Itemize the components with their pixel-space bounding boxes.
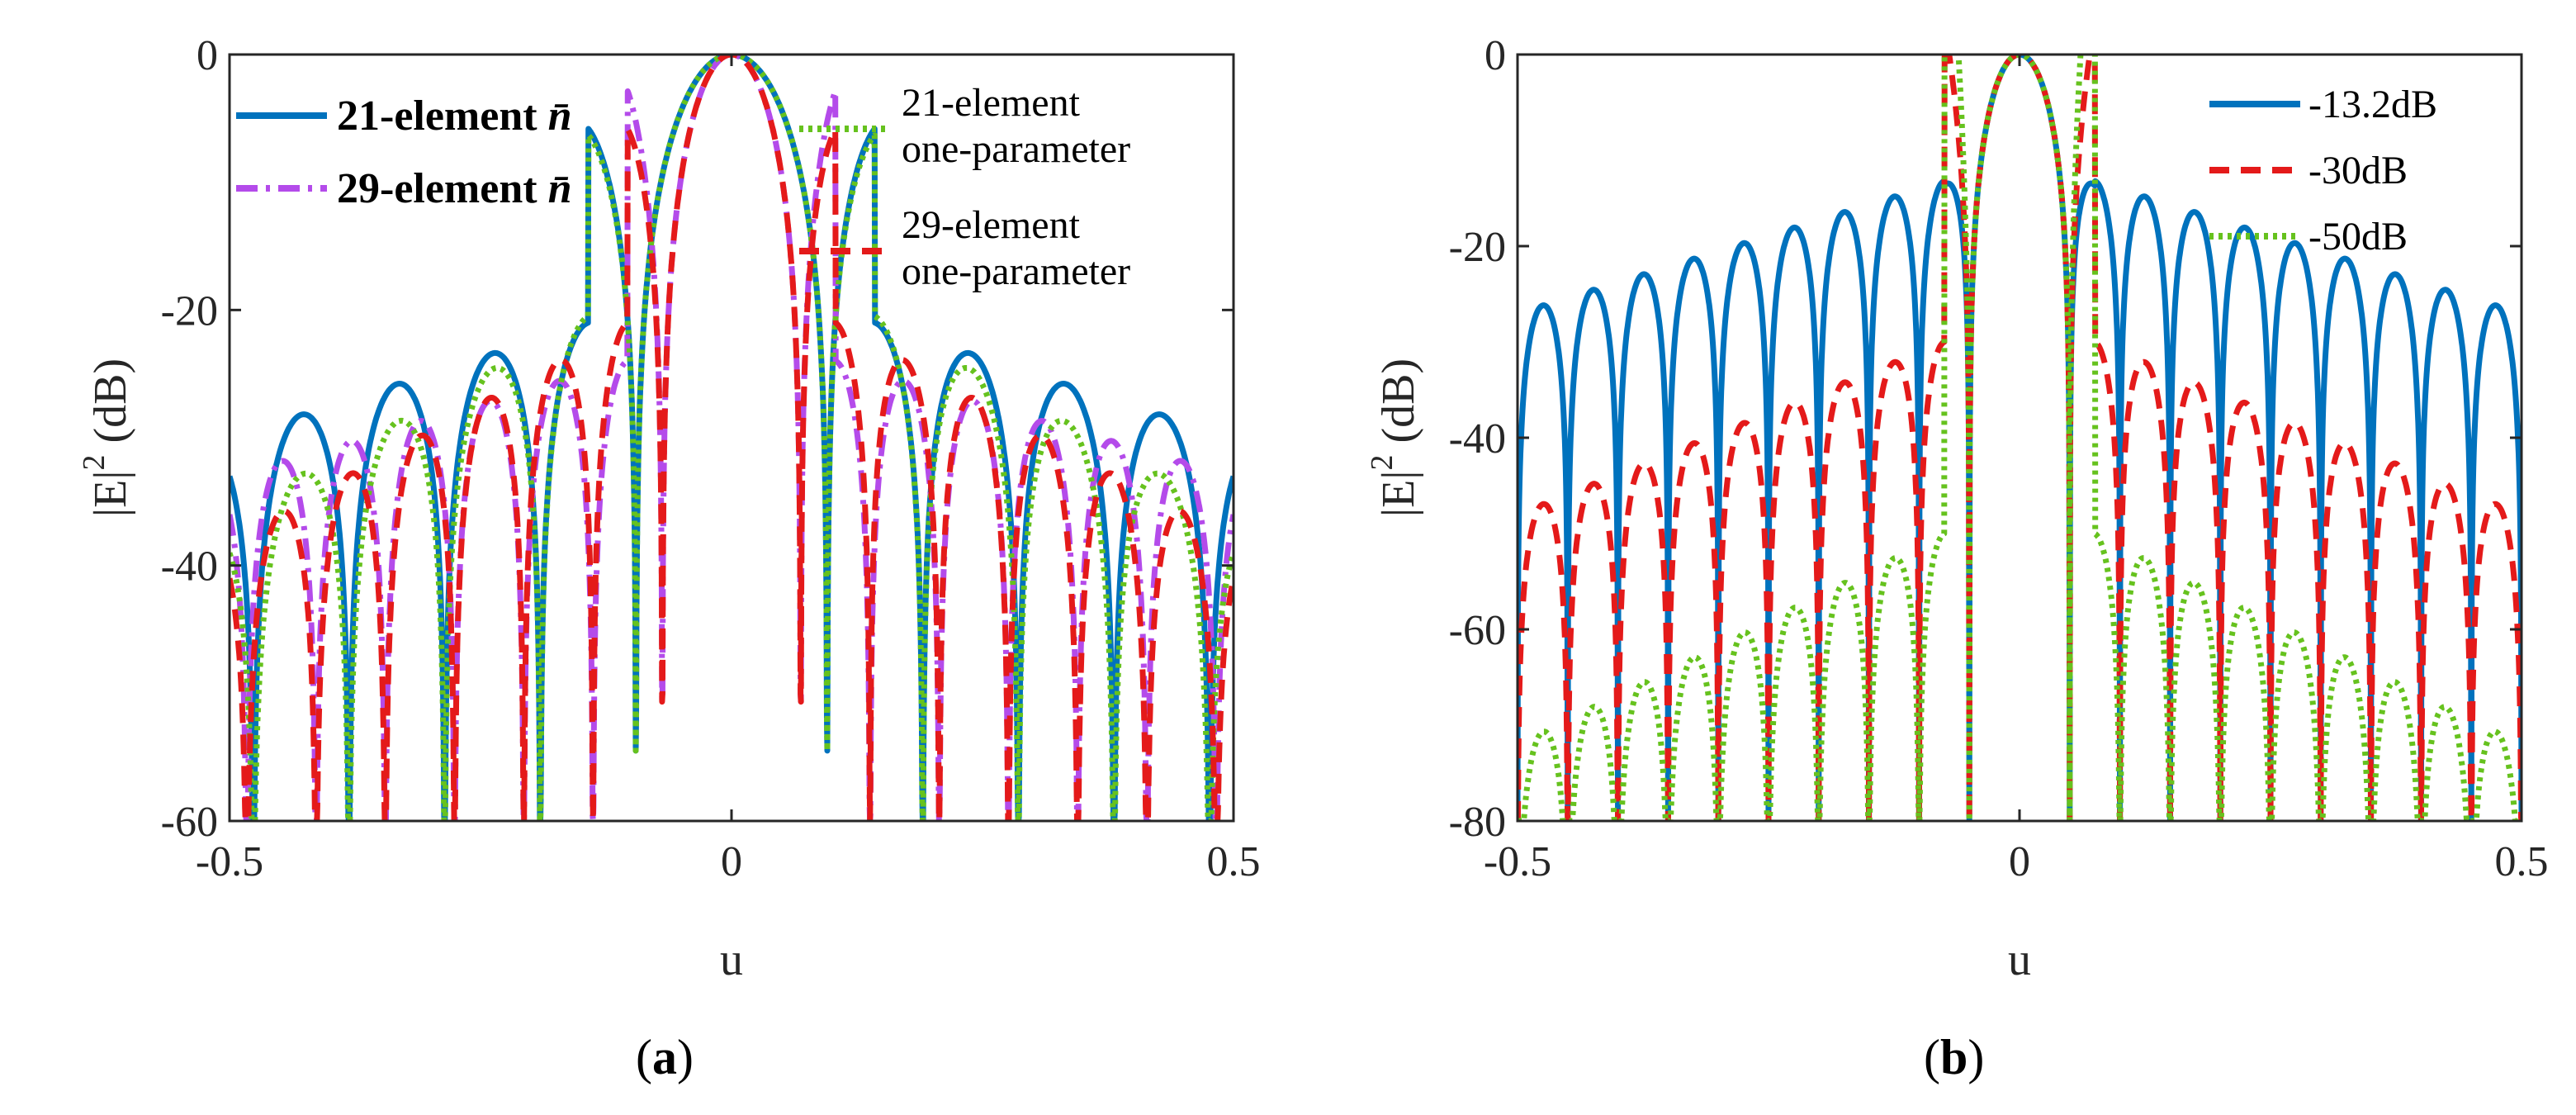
panel-b-y-axis-label: |E|2 (dB) (1365, 358, 1424, 517)
panel-b-y-tick-label: -20 (1449, 224, 1506, 271)
panel-a-x-tick-label: -0.5 (196, 838, 263, 885)
panel-b-y-tick-label: -80 (1449, 799, 1506, 846)
panel-b-y-tick-label: -60 (1449, 607, 1506, 654)
panel-b-y-tick-label: -40 (1449, 415, 1506, 463)
panel-a-caption: (a) (636, 1030, 694, 1084)
panel-a-chart: -0.5 0 0.5 0 -20 -40 -60 u |E|2 (dB) 21-elemen… (77, 32, 1261, 1084)
panel-a-legend: 21-element n̄ 29-element n̄ 21-element o… (236, 81, 1130, 293)
panel-a-series-2-line (230, 55, 1234, 821)
panel-a-y-axis-label: |E|2 (dB) (77, 358, 136, 517)
panel-b-x-tick-label: 0 (2009, 838, 2030, 885)
panel-a-curves (230, 55, 1234, 821)
panel-a-legend-label-2-line1: 21-element (902, 81, 1081, 125)
panel-b-curves (1518, 55, 2522, 821)
panel-b-series-2-line (1518, 55, 2522, 821)
panel-b-x-axis-label: u (2008, 934, 2031, 985)
panel-b-legend: -13.2dB -30dB -50dB (2209, 83, 2437, 259)
panel-b-series-0-line (1518, 55, 2522, 821)
panel-b-x-tick-label: 0.5 (2495, 838, 2549, 885)
panel-a-x-tick-label: 0.5 (1207, 838, 1261, 885)
panel-b-x-tick-label: -0.5 (1484, 838, 1551, 885)
panel-a-legend-label-3-line2: one-parameter (902, 249, 1130, 293)
panel-a-legend-label-3-line1: 29-element (902, 203, 1081, 247)
panel-b-y-tick-label: 0 (1485, 32, 1506, 79)
panel-a-series-3-line (230, 55, 1234, 821)
panel-b-legend-label-1: -30dB (2308, 149, 2408, 192)
panel-a-y-tick-label: -40 (161, 543, 218, 591)
panel-a-y-tick-label: 0 (197, 32, 218, 79)
panel-a-legend-label-1: 29-element n̄ (337, 165, 571, 212)
panel-b-caption: (b) (1924, 1030, 1984, 1084)
panel-b-ticks: -0.5 0 0.5 0 -20 -40 -60 -80 (1449, 32, 2549, 885)
panel-a-y-tick-label: -20 (161, 287, 218, 334)
panel-b-chart: -0.5 0 0.5 0 -20 -40 -60 -80 u |E|2 (dB) -13.2d… (1365, 32, 2549, 1084)
panel-a-legend-label-2-line2: one-parameter (902, 127, 1130, 171)
panel-a-x-tick-label: 0 (721, 838, 742, 885)
panel-b-series-1-line (1518, 55, 2522, 821)
panel-a-x-axis-label: u (720, 934, 743, 985)
panel-a-y-tick-label: -60 (161, 799, 218, 846)
panel-a-ticks: -0.5 0 0.5 0 -20 -40 -60 (161, 32, 1261, 885)
panel-b-legend-label-0: -13.2dB (2308, 83, 2437, 126)
panel-b-legend-label-2: -50dB (2308, 215, 2408, 259)
panel-a-legend-label-0: 21-element n̄ (337, 93, 571, 140)
panel-a-series-0-line (230, 55, 1234, 821)
